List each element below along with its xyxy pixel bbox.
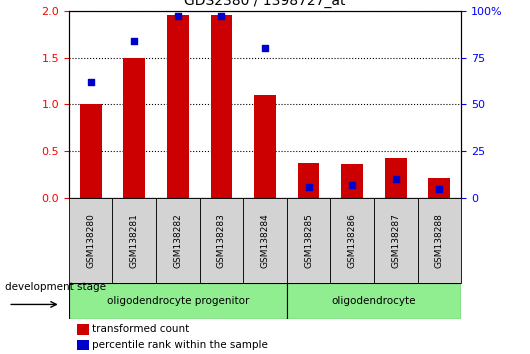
Text: oligodendrocyte progenitor: oligodendrocyte progenitor — [107, 296, 249, 306]
Point — [130, 38, 138, 44]
Bar — [69, 283, 287, 319]
Text: GSM138284: GSM138284 — [261, 213, 269, 268]
Bar — [330, 198, 374, 283]
Bar — [112, 198, 156, 283]
Point — [435, 186, 444, 192]
Point — [261, 45, 269, 51]
Bar — [418, 198, 461, 283]
Point — [392, 177, 400, 182]
Text: GSM138285: GSM138285 — [304, 213, 313, 268]
Text: transformed count: transformed count — [92, 324, 190, 334]
Bar — [374, 198, 418, 283]
Bar — [167, 15, 189, 198]
Bar — [123, 57, 145, 198]
Text: GSM138281: GSM138281 — [130, 213, 139, 268]
Text: GSM138283: GSM138283 — [217, 213, 226, 268]
Text: oligodendrocyte: oligodendrocyte — [332, 296, 416, 306]
Text: GSM138287: GSM138287 — [391, 213, 400, 268]
Bar — [341, 165, 363, 198]
Bar — [200, 198, 243, 283]
Bar — [80, 104, 102, 198]
Bar — [428, 178, 450, 198]
Bar — [287, 198, 330, 283]
Bar — [287, 283, 461, 319]
Text: GSM138286: GSM138286 — [348, 213, 357, 268]
Text: GSM138288: GSM138288 — [435, 213, 444, 268]
Point — [174, 13, 182, 19]
Text: GSM138280: GSM138280 — [86, 213, 95, 268]
Bar — [298, 162, 320, 198]
Bar — [69, 198, 112, 283]
Point — [304, 184, 313, 190]
Bar — [254, 95, 276, 198]
Bar — [77, 324, 89, 335]
Text: development stage: development stage — [5, 282, 107, 292]
Bar — [156, 198, 200, 283]
Title: GDS2380 / 1398727_at: GDS2380 / 1398727_at — [184, 0, 346, 8]
Bar — [385, 158, 407, 198]
Bar — [243, 198, 287, 283]
Point — [217, 13, 226, 19]
Bar — [210, 15, 232, 198]
Bar — [77, 340, 89, 350]
Point — [348, 182, 356, 188]
Point — [86, 79, 95, 85]
Text: GSM138282: GSM138282 — [173, 213, 182, 268]
Text: percentile rank within the sample: percentile rank within the sample — [92, 340, 268, 350]
